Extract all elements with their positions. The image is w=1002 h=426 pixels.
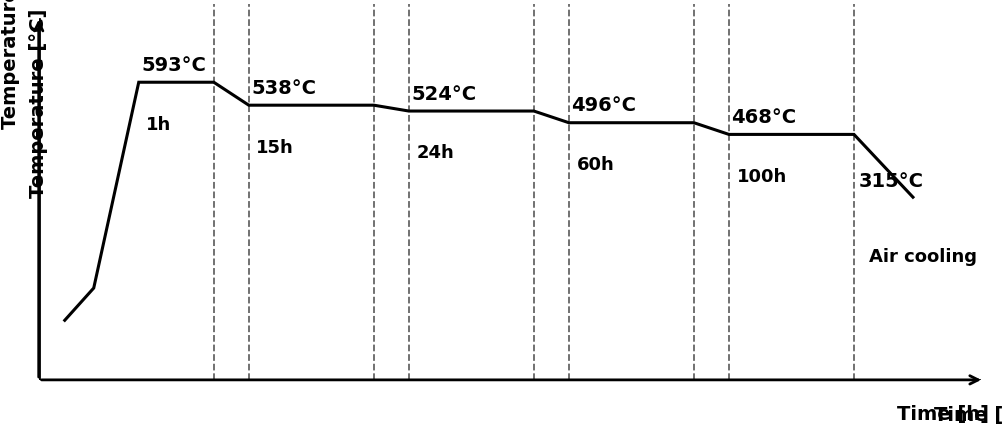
Text: 24h: 24h [416,144,454,162]
Text: 315°C: 315°C [858,172,923,191]
Text: Air cooling: Air cooling [868,248,976,266]
Text: 496°C: 496°C [571,96,635,115]
Text: 1h: 1h [146,115,171,134]
Text: 60h: 60h [576,156,613,174]
Text: Temperature [°C]: Temperature [°C] [29,9,48,198]
Text: 100h: 100h [735,168,786,186]
Text: 468°C: 468°C [730,108,796,127]
Text: 524°C: 524°C [411,84,476,104]
Text: 538°C: 538°C [252,79,316,98]
Text: Time [h]: Time [h] [896,405,988,424]
Y-axis label: Temperature [°C]: Temperature [°C] [1,0,20,129]
Text: 593°C: 593°C [141,56,206,75]
Text: 15h: 15h [257,138,294,157]
X-axis label: Time [h]: Time [h] [933,406,1002,425]
